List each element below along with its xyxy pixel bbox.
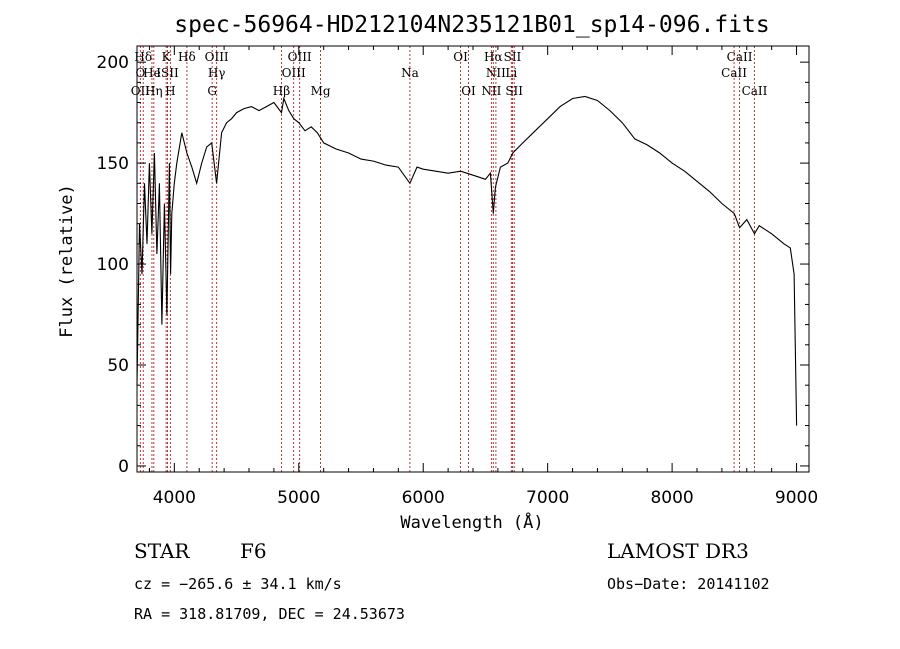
y-tick-label: 50	[107, 356, 129, 376]
observation-date: Obs−Date: 20141102	[607, 575, 770, 593]
spectral-line-label: Mg	[311, 84, 331, 98]
spectral-line-label: Hγ	[208, 66, 226, 80]
spectral-line-label: Hδ	[134, 50, 152, 64]
y-tick-label: 200	[97, 53, 129, 73]
spectral-line-label: Hα	[484, 50, 503, 64]
spectral-line-label: OIII	[288, 50, 312, 64]
coordinates: RA = 318.81709, DEC = 24.53673	[134, 605, 405, 623]
spectral-line-label: NII	[486, 66, 506, 80]
spectral-line-label: SII	[505, 84, 523, 98]
spectral-line-label: OIII	[205, 50, 229, 64]
survey-name: LAMOST DR3	[607, 539, 749, 563]
chart-title: spec-56964-HD212104N235121B01_sp14-096.f…	[174, 12, 769, 38]
y-axis-label: Flux (relative)	[57, 184, 77, 338]
spectral-line-labels: O Hδ OII He Hη K ISII H Hδ OIII Hγ G Hβ OIII OIII Mg Na O…	[131, 50, 768, 98]
spectral-line-label: Hβ	[273, 84, 290, 98]
spectral-line-label: OIII	[282, 66, 306, 80]
x-axis-label: Wavelength (Å)	[400, 511, 543, 533]
plot-frame	[136, 45, 810, 473]
spectral-line-label: Hη	[145, 84, 163, 98]
spectral-line-label: O	[135, 66, 145, 80]
x-tick-label: 4000	[153, 488, 196, 508]
y-tick-label: 100	[97, 255, 129, 275]
spectral-line-label: OI	[461, 84, 476, 98]
y-axis-ticks: 0 50 100 150 200	[97, 53, 809, 477]
spectral-line-label: Hδ	[178, 50, 196, 64]
spectral-line-markers	[139, 46, 755, 472]
spectral-line-label: ISII	[156, 66, 179, 80]
spectral-line-label: Na	[401, 66, 419, 80]
spectral-line-label: H	[165, 84, 175, 98]
x-tick-label: 9000	[775, 488, 818, 508]
object-class: STAR	[134, 539, 190, 563]
spectral-line-label: OI	[453, 50, 468, 64]
object-subclass: F6	[240, 539, 267, 563]
spectral-line-label: NII	[481, 84, 501, 98]
x-axis-ticks: 4000 5000 6000 7000 8000 9000	[148, 46, 818, 508]
spectral-line-label: He	[143, 66, 161, 80]
spectral-line-label: OII	[131, 84, 151, 98]
x-tick-label: 6000	[402, 488, 445, 508]
y-tick-label: 0	[118, 457, 129, 477]
spectral-line-label: G	[207, 84, 217, 98]
x-tick-label: 8000	[650, 488, 693, 508]
redshift-velocity: cz = −265.6 ± 34.1 km/s	[134, 575, 342, 593]
x-tick-label: 5000	[277, 488, 320, 508]
spectrum-line	[136, 95, 798, 426]
spectral-line-label: SII	[504, 50, 522, 64]
spectral-line-label: K	[162, 50, 172, 64]
spectral-line-label: CaII	[721, 66, 747, 80]
spectral-line-label: CaII	[742, 84, 768, 98]
x-tick-label: 7000	[526, 488, 569, 508]
spectral-line-label: CaII	[727, 50, 753, 64]
y-tick-label: 150	[97, 154, 129, 174]
spectral-line-label: Li	[505, 66, 517, 80]
